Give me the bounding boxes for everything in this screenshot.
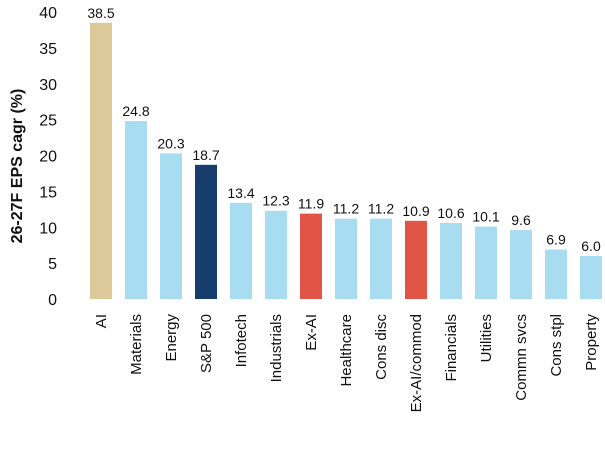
bar — [580, 255, 602, 299]
data-label: 20.3 — [157, 135, 184, 151]
bar — [230, 202, 252, 299]
bar — [405, 220, 427, 299]
y-tick-label: 5 — [48, 256, 57, 273]
bar — [545, 249, 567, 299]
data-label: 24.8 — [122, 103, 149, 119]
category-label: AI — [93, 314, 110, 328]
data-label: 6.9 — [546, 231, 566, 247]
data-label: 6.0 — [581, 238, 601, 254]
data-label: 38.5 — [87, 5, 114, 21]
category-label: Property — [583, 314, 600, 371]
y-tick-label: 10 — [39, 220, 57, 237]
bar — [510, 230, 532, 299]
bar — [370, 218, 392, 299]
category-label: Healthcare — [338, 314, 355, 387]
data-label: 10.1 — [472, 209, 499, 225]
category-label: Cons stpl — [548, 314, 565, 377]
category-label: Ex-AI/commod — [408, 314, 425, 412]
category-label: Materials — [128, 314, 145, 375]
y-axis-title: 26-27F EPS cagr (%) — [9, 89, 26, 244]
y-tick-label: 35 — [39, 41, 57, 58]
data-labels: 38.5 24.8 20.3 18.7 13.4 12.3 11.9 11.2 11.2 10.9… — [87, 5, 601, 254]
bar — [125, 121, 147, 299]
bars — [90, 22, 602, 299]
data-label: 10.9 — [402, 203, 429, 219]
data-label: 11.9 — [298, 196, 324, 212]
bar — [90, 22, 112, 299]
category-labels: AI Materials Energy S&P 500 Infotech Industri… — [93, 314, 600, 413]
data-label: 11.2 — [333, 201, 359, 217]
data-label: 11.2 — [368, 201, 394, 217]
y-tick-label: 15 — [39, 184, 57, 201]
category-label: Cons disc — [373, 314, 390, 380]
category-label: Infotech — [233, 314, 250, 367]
category-label: S&P 500 — [198, 314, 215, 373]
category-label: Energy — [163, 314, 180, 362]
bar — [195, 164, 217, 299]
bar — [440, 222, 462, 299]
data-label: 12.3 — [262, 193, 289, 209]
data-label: 9.6 — [511, 212, 531, 228]
y-tick-label: 25 — [39, 113, 57, 130]
category-label: Industrials — [268, 314, 285, 382]
y-tick-label: 30 — [39, 77, 57, 94]
bar — [300, 213, 322, 299]
y-tick-label: 40 — [39, 5, 57, 22]
bar — [335, 218, 357, 299]
category-label: Ex-AI — [303, 314, 320, 351]
y-axis-ticks: 0 5 10 15 20 25 30 35 40 — [39, 5, 57, 309]
data-label: 10.6 — [437, 205, 464, 221]
y-tick-label: 20 — [39, 149, 57, 166]
bar — [475, 226, 497, 299]
data-label: 18.7 — [192, 147, 219, 163]
category-label: Commn svcs — [513, 314, 530, 401]
y-tick-label: 0 — [48, 292, 57, 309]
bar — [160, 153, 182, 299]
category-label: Utilities — [478, 314, 495, 362]
category-label: Financials — [443, 314, 460, 382]
data-label: 13.4 — [227, 185, 254, 201]
bar — [265, 210, 287, 299]
